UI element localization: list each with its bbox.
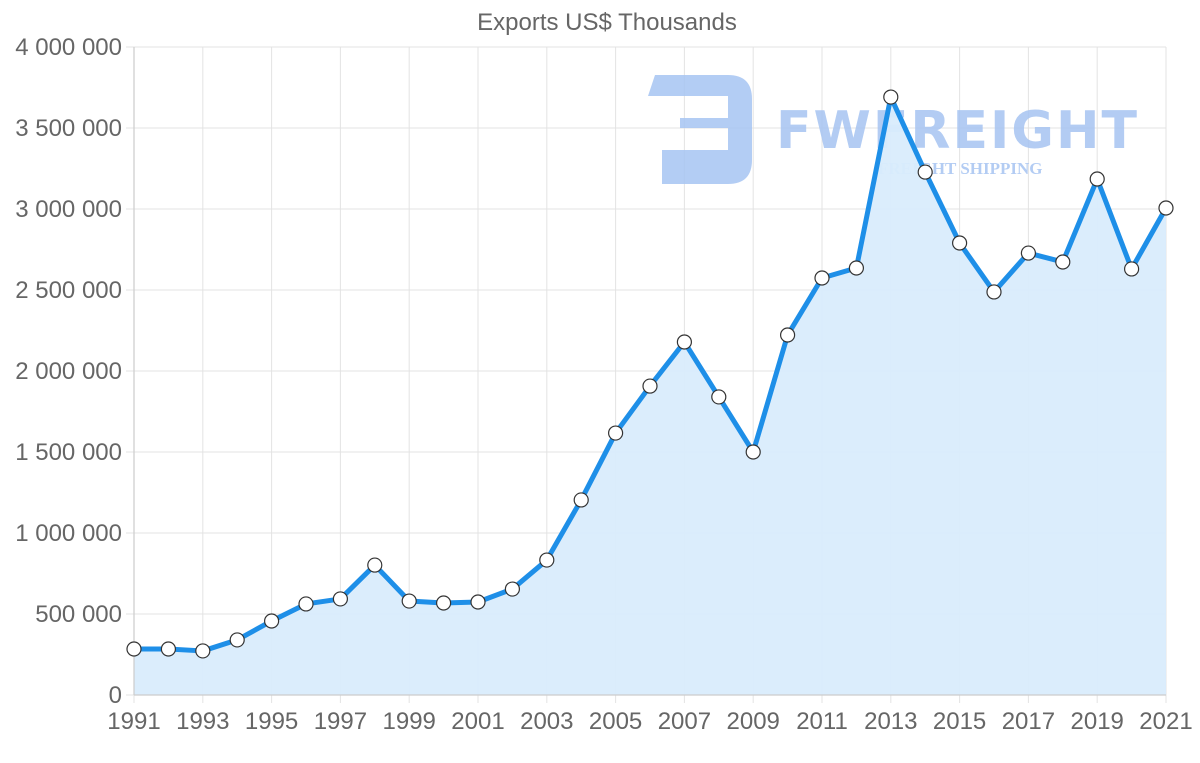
data-point[interactable]	[539, 552, 555, 568]
y-axis-labels: 0 500 000 1 000 000 1 500 000 2 000 000 2 500…	[15, 34, 122, 709]
data-point[interactable]	[1055, 254, 1071, 270]
data-point[interactable]	[676, 334, 693, 350]
data-point[interactable]	[986, 284, 1002, 300]
data-point[interactable]	[229, 632, 245, 648]
data-point[interactable]	[779, 327, 796, 343]
data-point[interactable]	[1158, 200, 1174, 216]
data-point[interactable]	[401, 593, 417, 609]
y-tick-label: 2 000 000	[15, 358, 122, 385]
data-point[interactable]	[883, 89, 899, 105]
data-point[interactable]	[848, 260, 865, 276]
data-point[interactable]	[642, 378, 658, 394]
watermark: FWFREIGHT FREIGHT SHIPPING	[648, 75, 1139, 184]
x-tick-label: 2017	[1002, 708, 1055, 735]
chart-title: Exports US$ Thousands	[477, 9, 737, 36]
data-point[interactable]	[332, 591, 348, 607]
x-tick-label: 2009	[727, 708, 780, 735]
data-points	[126, 89, 1174, 659]
data-point[interactable]	[814, 270, 830, 286]
x-tick-label: 1997	[314, 708, 367, 735]
x-tick-label: 2013	[864, 708, 917, 735]
y-tick-label: 4 000 000	[15, 34, 122, 61]
x-tick-label: 2011	[796, 708, 848, 735]
data-point[interactable]	[264, 613, 280, 629]
x-tick-label: 2021	[1139, 708, 1192, 735]
x-tick-label: 2015	[933, 708, 986, 735]
data-point[interactable]	[298, 596, 314, 612]
data-point[interactable]	[126, 641, 142, 657]
x-tick-label: 1991	[107, 708, 160, 735]
watermark-brand: FWFREIGHT	[776, 101, 1139, 161]
data-point[interactable]	[951, 235, 968, 251]
x-tick-label: 2001	[451, 708, 504, 735]
data-point[interactable]	[917, 164, 933, 180]
data-point[interactable]	[1123, 261, 1140, 277]
y-tick-label: 2 500 000	[15, 277, 122, 304]
data-point[interactable]	[711, 389, 727, 405]
x-tick-label: 2005	[589, 708, 642, 735]
x-tick-label: 1999	[383, 708, 436, 735]
x-tick-label: 2007	[658, 708, 711, 735]
data-point[interactable]	[367, 557, 383, 573]
data-point[interactable]	[160, 641, 176, 657]
x-axis-labels: 1991 1993 1995 1997 1999 2001 2003 2005 2007 2009…	[107, 708, 1192, 735]
data-point[interactable]	[1020, 245, 1037, 261]
y-tick-label: 3 000 000	[15, 196, 122, 223]
y-tick-label: 1 500 000	[15, 439, 122, 466]
x-tick-label: 2019	[1071, 708, 1124, 735]
y-tick-label: 500 000	[35, 601, 122, 628]
data-point[interactable]	[1089, 171, 1105, 187]
y-tick-label: 1 000 000	[15, 520, 122, 547]
x-tick-label: 1995	[245, 708, 298, 735]
data-point[interactable]	[745, 444, 761, 460]
y-tick-label: 0	[109, 682, 122, 709]
data-point[interactable]	[195, 643, 211, 659]
x-tick-label: 2003	[520, 708, 573, 735]
area-fill	[134, 97, 1166, 696]
data-point[interactable]	[607, 425, 624, 441]
y-tick-label: 3 500 000	[15, 115, 122, 142]
area-path	[134, 97, 1166, 696]
data-point[interactable]	[573, 492, 589, 508]
data-point[interactable]	[470, 594, 486, 610]
x-tick-label: 1993	[176, 708, 229, 735]
data-point[interactable]	[504, 581, 521, 597]
axes	[133, 47, 1166, 696]
fwfreight-logo-icon	[648, 75, 752, 184]
data-point[interactable]	[436, 595, 452, 611]
